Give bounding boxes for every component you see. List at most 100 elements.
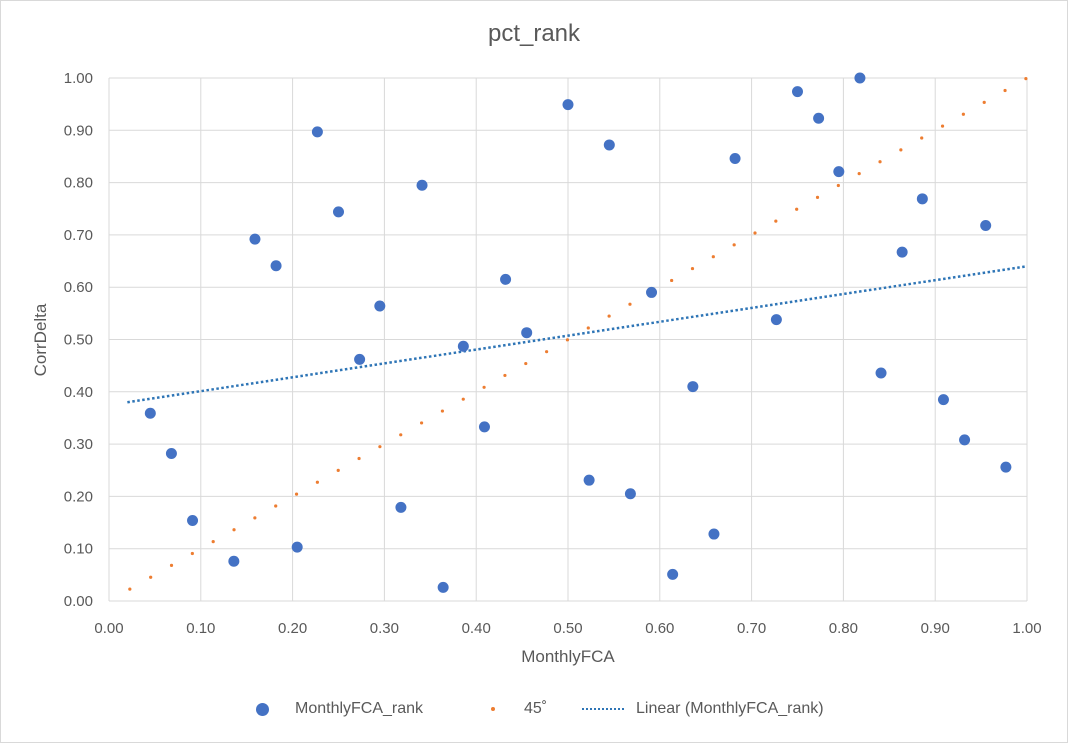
- legend: MonthlyFCA_rank 45˚ Linear (MonthlyFCA_r…: [0, 700, 1068, 724]
- diagonal-point: [565, 338, 570, 342]
- legend-label-45: 45˚: [524, 700, 548, 717]
- data-point: [354, 353, 366, 365]
- data-point: [603, 139, 615, 151]
- y-axis-label: CorrDelta: [31, 303, 50, 377]
- x-tick-label: 0.80: [829, 620, 858, 637]
- y-tick-label: 0.70: [64, 227, 93, 244]
- data-point: [959, 434, 971, 446]
- data-point: [395, 501, 407, 513]
- diagonal-point: [315, 480, 319, 484]
- y-tick-label: 0.60: [64, 279, 93, 296]
- diagonal-point: [982, 100, 986, 104]
- data-point: [980, 219, 992, 231]
- data-point: [416, 179, 428, 191]
- diagonal-point: [1024, 77, 1028, 81]
- data-point: [708, 528, 720, 540]
- data-point: [729, 153, 741, 165]
- data-point: [792, 86, 803, 98]
- diagonal-point: [899, 148, 903, 152]
- data-point: [165, 448, 177, 460]
- diagonal-point: [857, 172, 861, 176]
- legend-item-trendline: Linear (MonthlyFCA_rank): [582, 700, 824, 718]
- y-tick-label: 0.50: [64, 332, 93, 349]
- diagonal-point: [815, 195, 820, 199]
- x-tick-label: 0.00: [94, 620, 123, 637]
- legend-label-rank: MonthlyFCA_rank: [295, 700, 424, 717]
- data-point: [187, 514, 199, 526]
- data-point: [311, 126, 323, 138]
- diagonal-point: [940, 124, 945, 128]
- x-tick-label: 0.70: [737, 620, 766, 637]
- y-tick-label: 0.00: [64, 593, 93, 610]
- diagonal-point: [774, 219, 778, 223]
- diagonal-point: [399, 433, 403, 437]
- y-tick-label: 0.20: [64, 488, 93, 505]
- data-point: [270, 260, 282, 272]
- diagonal-point: [732, 243, 736, 247]
- diagonal-point: [461, 397, 465, 401]
- diagonal-point: [586, 326, 590, 330]
- x-tick-label: 0.40: [462, 620, 491, 637]
- diagonal-point: [795, 207, 799, 211]
- data-point: [833, 166, 845, 178]
- x-tick-label: 0.90: [921, 620, 950, 637]
- diagonal-point: [169, 563, 174, 567]
- trendline: [127, 265, 1028, 404]
- data-point: [1000, 461, 1012, 473]
- y-tick-label: 0.90: [64, 122, 93, 139]
- y-tick-label: 0.30: [64, 436, 93, 453]
- data-point: [333, 206, 344, 218]
- diagonal-point: [607, 314, 611, 318]
- diagonal-point: [211, 540, 215, 544]
- data-point: [875, 367, 887, 379]
- diagonal-point: [128, 587, 132, 591]
- diagonal-point: [836, 183, 840, 188]
- diagonal-point: [711, 255, 715, 259]
- data-point: [854, 72, 866, 84]
- diagonal-point: [294, 492, 299, 496]
- data-point: [687, 381, 699, 393]
- data-point: [646, 286, 658, 298]
- x-tick-label: 1.00: [1012, 620, 1041, 637]
- data-point: [249, 233, 261, 245]
- y-tick-label: 0.80: [64, 175, 93, 192]
- data-point: [457, 340, 469, 352]
- diagonal-point: [961, 112, 965, 116]
- chart-title: pct_rank: [487, 20, 581, 47]
- data-point: [500, 273, 512, 285]
- x-axis-label: MonthlyFCA: [521, 647, 615, 666]
- diagonal-point: [690, 266, 695, 271]
- data-point: [667, 568, 679, 580]
- diagonal-point: [503, 373, 507, 378]
- diagonal-point: [545, 350, 549, 354]
- data-point: [228, 555, 240, 567]
- data-point: [521, 327, 533, 339]
- diagonal-point: [419, 421, 424, 425]
- data-point: [937, 394, 949, 406]
- data-point: [291, 541, 303, 553]
- legend-marker-rank: [256, 702, 269, 716]
- data-point: [374, 300, 386, 312]
- y-tick-label: 0.40: [64, 384, 93, 401]
- diagonal-point: [482, 385, 486, 389]
- diagonal-point: [628, 302, 632, 306]
- diagonal-point: [232, 528, 236, 532]
- data-point: [624, 488, 636, 500]
- diagonal-point: [524, 361, 528, 366]
- data-point: [896, 246, 908, 258]
- diagonal-point: [878, 160, 882, 164]
- x-tick-label: 0.10: [186, 620, 215, 637]
- diagonal-point: [920, 136, 924, 140]
- data-point: [770, 314, 782, 326]
- data-point: [144, 407, 156, 419]
- x-tick-label: 0.30: [370, 620, 399, 637]
- y-tick-label: 0.10: [64, 541, 93, 558]
- diagonal-point: [190, 551, 194, 556]
- data-point: [583, 474, 595, 486]
- diagonal-point: [336, 468, 340, 473]
- data-point: [813, 112, 825, 124]
- diagonal-point: [253, 516, 257, 520]
- diagonal-point: [357, 456, 361, 461]
- data-point: [437, 581, 449, 593]
